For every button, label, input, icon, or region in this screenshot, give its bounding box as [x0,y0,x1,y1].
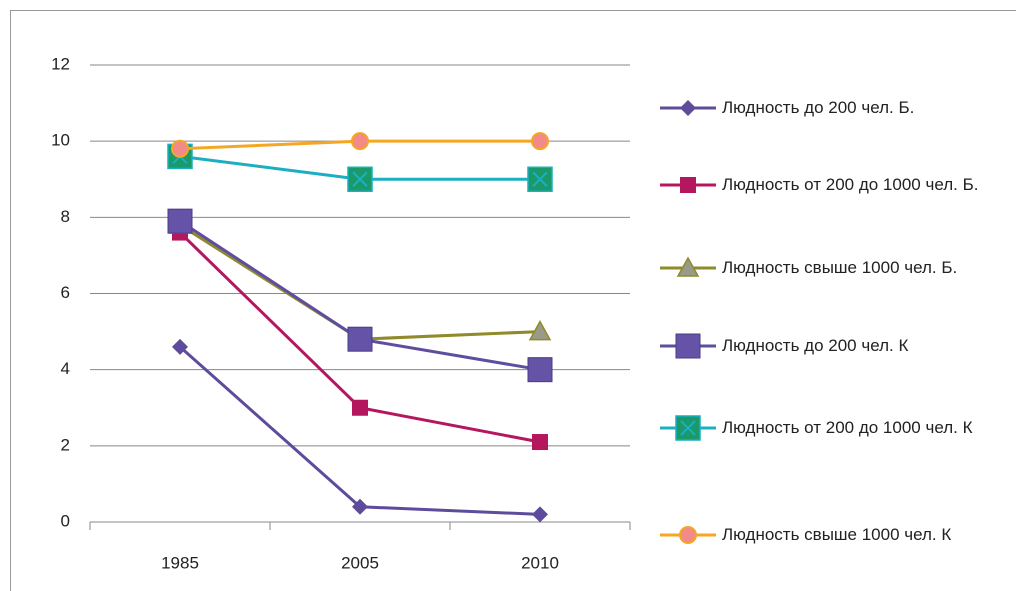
marker-cross [680,420,696,436]
y-tick-label: 4 [61,359,70,378]
x-tick-label: 1985 [161,553,199,572]
marker [351,132,369,151]
marker [676,256,700,277]
marker [347,326,373,352]
marker [352,399,368,416]
y-tick-label: 12 [51,54,70,73]
chart-frame [10,10,1016,591]
y-tick-label: 8 [61,207,70,226]
legend-label: Людность от 200 до 1000 чел. К [722,418,973,437]
legend-label: Людность от 200 до 1000 чел. Б. [722,175,979,194]
y-tick-label: 6 [61,283,70,302]
y-tick-label: 10 [51,131,70,150]
marker [172,338,188,355]
marker [532,434,548,451]
x-tick-label: 2010 [521,553,559,572]
marker-cross [532,171,548,187]
marker [352,498,368,515]
marker [532,506,548,523]
y-tick-label: 2 [61,435,70,454]
marker-cross [352,171,368,187]
y-tick-label: 0 [61,511,70,530]
marker [675,415,701,441]
marker [680,100,696,116]
marker [679,526,697,544]
legend-label: Людность до 200 чел. Б. [722,98,915,117]
marker [167,208,193,234]
marker [531,132,549,151]
x-tick-label: 2005 [341,553,379,572]
marker [527,357,553,383]
marker [528,320,552,341]
marker [675,333,701,359]
series-line [179,223,541,341]
legend-label: Людность свыше 1000 чел. Б. [722,258,958,277]
marker [347,166,373,192]
marker [680,177,696,193]
legend-label: Людность свыше 1000 чел. К [722,525,952,544]
legend-label: Людность до 200 чел. К [722,336,909,355]
marker [171,139,189,158]
